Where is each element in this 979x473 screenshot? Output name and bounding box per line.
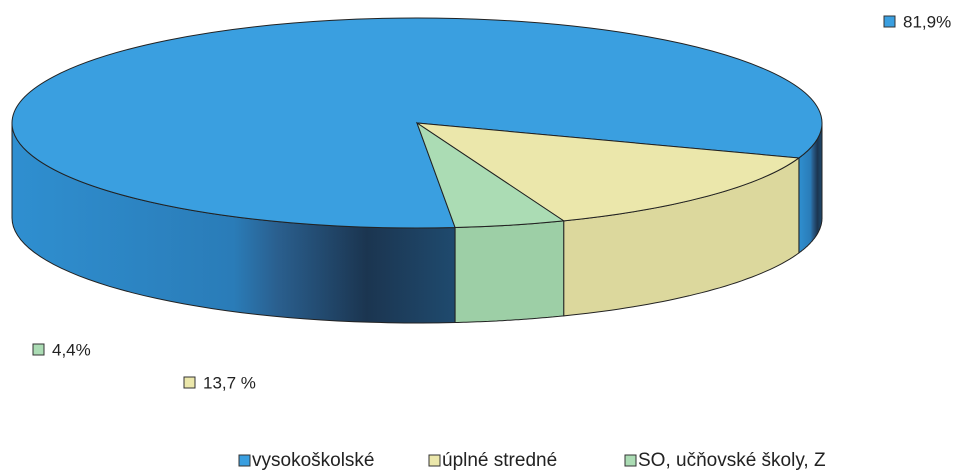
data-label: 13,7 % — [203, 373, 256, 392]
slice — [416, 122, 801, 222]
label-key — [183, 376, 196, 389]
label-key — [883, 15, 896, 28]
data-label: 81,9% — [903, 12, 951, 31]
slice — [416, 121, 566, 229]
legend-label: SO, učňovské školy, Z — [638, 450, 826, 471]
slice — [11, 17, 823, 229]
legend-label: úplné stredné — [442, 450, 557, 471]
legend: vysokoškolské úplné stredné SO, učňovské š… — [238, 450, 826, 471]
slice-side — [454, 220, 565, 323]
labels: 81,9% 13,7 % 4,4% — [32, 12, 951, 392]
label-key — [32, 343, 45, 356]
legend-key — [428, 454, 441, 467]
legend-key — [238, 454, 251, 467]
pie — [11, 17, 823, 324]
data-label: 4,4% — [52, 340, 91, 359]
legend-key — [624, 454, 637, 467]
legend-label: vysokoškolské — [252, 450, 375, 471]
